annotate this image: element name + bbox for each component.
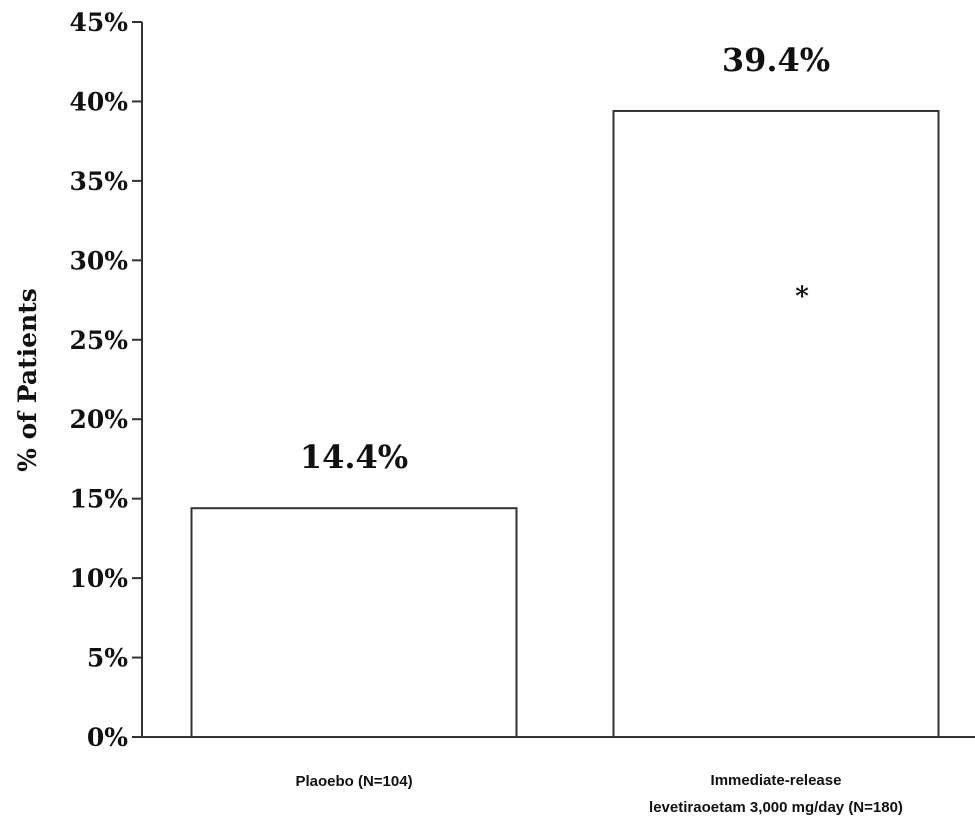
- y-tick-label: 25%: [69, 326, 128, 355]
- y-tick-label: 10%: [69, 564, 128, 593]
- y-ticks: 0% 5% 10% 15% 20% 25% 30% 35% 40% 45%: [69, 8, 142, 752]
- bar: [612, 109, 940, 738]
- annotations: *: [795, 282, 809, 312]
- category-label: Immediate-release: [711, 772, 842, 789]
- category-labels: Plaoebo (N=104) Immediate-release levetira…: [295, 772, 903, 816]
- data-label: 39.4%: [722, 41, 830, 79]
- y-axis-label: % of Patients: [13, 288, 42, 472]
- category-label: Plaoebo (N=104): [295, 773, 412, 790]
- bar: [190, 507, 518, 739]
- data-labels: 14.4% 39.4%: [300, 41, 830, 476]
- y-tick-label: 15%: [69, 485, 128, 514]
- y-tick-label: 0%: [87, 723, 128, 752]
- y-tick-label: 5%: [87, 644, 128, 673]
- y-tick-label: 20%: [69, 405, 128, 434]
- bars: [190, 109, 940, 739]
- category-label: levetiraoetam 3,000 mg/day (N=180): [649, 799, 903, 816]
- y-tick-label: 30%: [69, 246, 128, 275]
- significance-marker: *: [795, 282, 809, 312]
- y-tick-label: 35%: [69, 167, 128, 196]
- data-label: 14.4%: [300, 438, 408, 476]
- y-tick-label: 40%: [69, 87, 128, 116]
- y-tick-label: 45%: [69, 8, 128, 37]
